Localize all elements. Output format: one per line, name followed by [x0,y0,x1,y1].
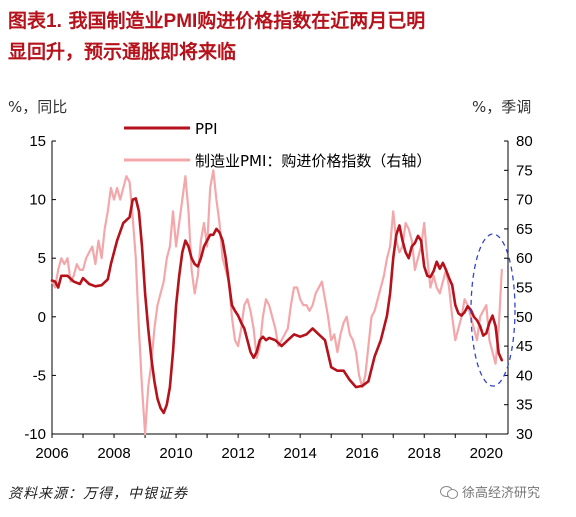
x-tick-label: 2018 [408,445,441,462]
title-line-2: 显回升，预示通胀即将来临 [8,41,237,63]
title-line-1: 图表1. 我国制造业PMI购进价格指数在近两月已明 [8,6,568,37]
x-tick-label: 2020 [470,445,503,462]
series-line-ppi [50,197,504,415]
x-tick-label: 2016 [346,445,379,462]
right-axis-unit: %，季调 [472,98,531,116]
right-tick-label: 45 [516,338,533,355]
legend-label-ppi: PPI [195,120,218,138]
x-tick-label: 2010 [159,445,192,462]
right-tick-label: 75 [516,162,533,179]
left-tick-label: 0 [38,309,46,326]
right-tick-label: 55 [516,280,533,297]
left-tick-label: 10 [29,192,46,209]
title-line1-highlight: PMI [163,11,198,32]
title-line1-text: 我国制造业 [68,10,164,32]
left-axis-unit: %，同比 [8,98,67,116]
right-tick-label: 80 [516,133,533,150]
right-tick-label: 65 [516,221,533,238]
left-tick-label: 15 [29,133,46,150]
left-tick-label: 5 [38,250,46,267]
watermark: 徐高经济研究 [440,482,540,501]
legend-label-pmi: 制造业PMI：购进价格指数（右轴） [195,152,431,170]
wechat-icon [440,485,458,499]
chart-title: 图表1. 我国制造业PMI购进价格指数在近两月已明 显回升，预示通胀即将来临 [8,6,568,67]
right-tick-label: 40 [516,367,533,384]
x-tick-label: 2008 [97,445,130,462]
right-tick-label: 35 [516,397,533,414]
right-tick-label: 50 [516,309,533,326]
series-line-pmi [50,169,503,436]
watermark-text: 徐高经济研究 [462,486,541,501]
title-number: 1. [46,11,62,32]
right-tick-label: 30 [516,426,533,443]
x-tick-label: 2014 [283,445,316,462]
title-prefix: 图表 [8,10,47,32]
right-tick-label: 70 [516,192,533,209]
title-line1-rest: 购进价格指数在近两月已明 [197,10,426,32]
highlight-ellipse [470,233,516,387]
left-tick-label: -10 [24,426,46,443]
x-tick-label: 2006 [35,445,68,462]
source-note: 资料来源：万得，中银证券 [8,486,188,502]
right-tick-label: 60 [516,250,533,267]
left-tick-label: -5 [33,367,46,384]
x-tick-label: 2012 [221,445,254,462]
